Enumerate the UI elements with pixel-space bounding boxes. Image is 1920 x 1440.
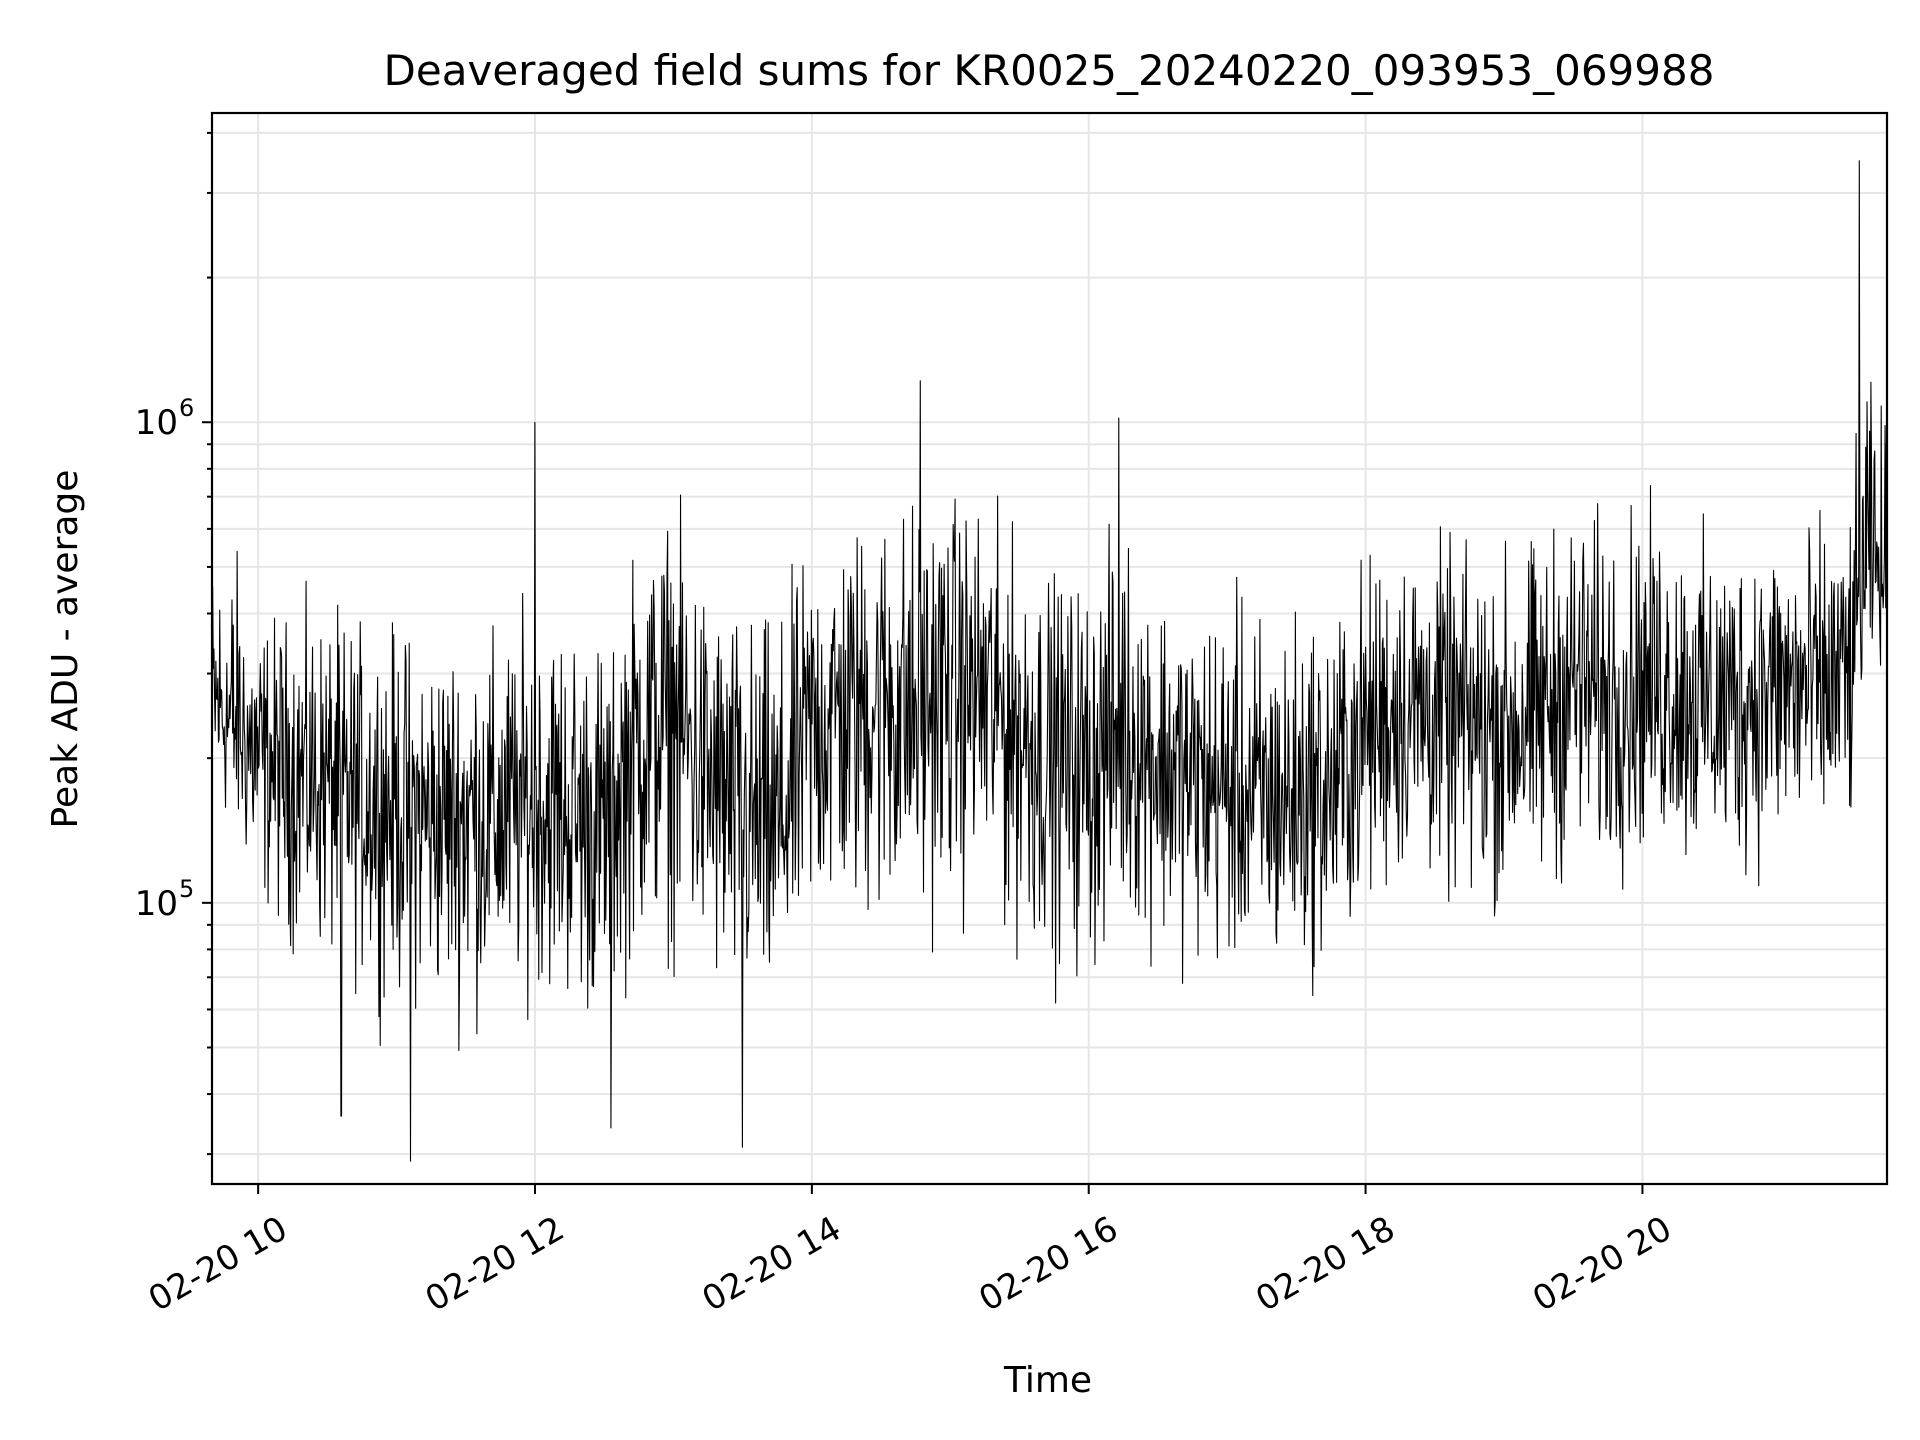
plot-frame	[210, 111, 1889, 1186]
chart-title: Deaveraged field sums for KR0025_2024022…	[384, 46, 1715, 95]
series-line	[211, 160, 1888, 1162]
x-axis-label: Time	[1003, 1360, 1092, 1401]
y-tick-label: 10	[135, 884, 178, 924]
series-layer	[211, 160, 1888, 1162]
y-tick-exponent: 5	[179, 875, 194, 903]
y-tick-label: 10	[135, 403, 178, 443]
y-axis-label: Peak ADU - average	[45, 470, 86, 829]
y-tick-exponent: 6	[179, 394, 194, 422]
